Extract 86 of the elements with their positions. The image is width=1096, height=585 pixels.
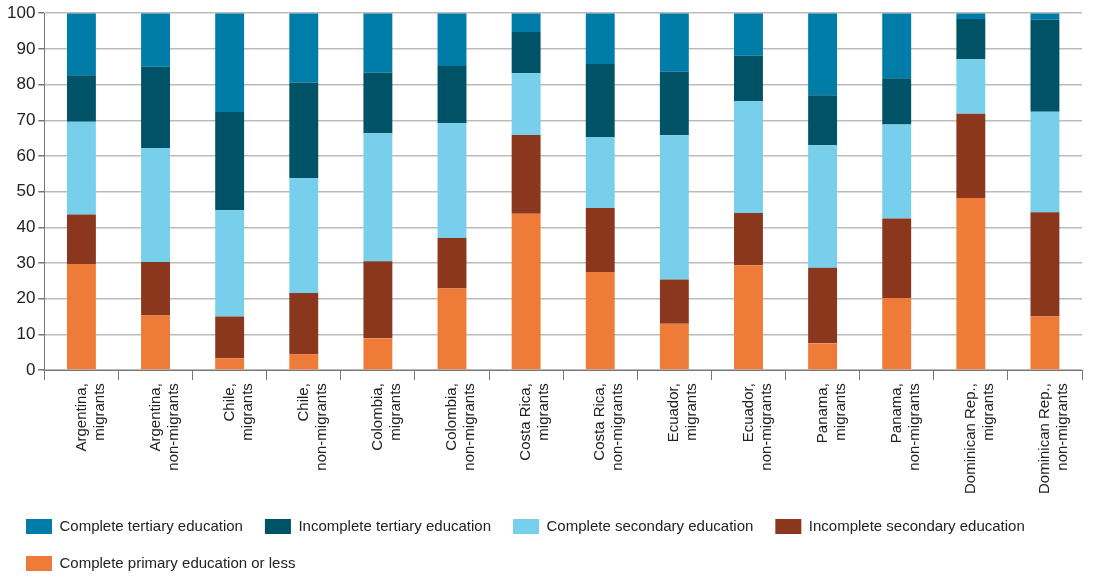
y-tick-label: 70	[16, 109, 36, 129]
y-tick-label: 40	[16, 217, 36, 237]
y-tick-label: 90	[16, 38, 36, 58]
bar	[882, 218, 912, 299]
bar	[585, 63, 615, 138]
y-tick-label: 10	[16, 324, 36, 344]
bar	[141, 261, 170, 316]
bar	[141, 148, 170, 262]
bar	[956, 59, 986, 114]
bar	[659, 323, 689, 370]
bar	[808, 95, 838, 146]
x-tick-label: Argentina, migrants	[71, 383, 107, 452]
y-tick-label: 80	[16, 74, 36, 94]
bar	[1030, 316, 1060, 370]
bar	[289, 13, 319, 83]
bar	[659, 13, 689, 72]
bar	[66, 264, 96, 370]
bar	[585, 208, 615, 272]
bar	[289, 178, 319, 294]
bar	[215, 316, 245, 359]
legend-label: Incomplete secondary education	[808, 516, 1025, 534]
bar	[437, 123, 467, 239]
bar	[215, 112, 245, 211]
bar	[808, 343, 838, 370]
bar	[956, 113, 986, 199]
bar	[66, 214, 96, 265]
bar	[363, 13, 393, 73]
bar	[734, 101, 763, 214]
bar	[215, 358, 245, 370]
bar	[659, 71, 689, 136]
legend-label: Complete primary education or less	[59, 553, 296, 571]
bar	[66, 75, 96, 122]
legend-label: Complete secondary education	[546, 516, 754, 534]
bar	[808, 145, 838, 268]
legend-label: Incomplete tertiary education	[298, 516, 492, 534]
bar	[437, 13, 467, 67]
bar	[956, 18, 986, 60]
bar	[882, 124, 912, 219]
bar	[289, 354, 319, 370]
bar	[215, 210, 245, 317]
bar	[585, 271, 615, 370]
bar	[437, 288, 467, 370]
bar	[363, 261, 393, 339]
y-tick-label: 30	[16, 252, 36, 272]
bar	[1030, 19, 1060, 112]
y-tick-label: 50	[16, 181, 36, 201]
bar	[363, 133, 393, 262]
bar	[734, 213, 763, 266]
bar	[585, 137, 615, 209]
bar	[734, 13, 763, 56]
bar	[66, 121, 96, 215]
bar	[141, 66, 170, 149]
y-tick-label: 0	[25, 359, 36, 379]
bar	[956, 198, 986, 370]
bar	[66, 13, 96, 76]
bar	[1030, 13, 1060, 20]
bar	[511, 73, 541, 135]
y-tick-label: 100	[6, 2, 36, 22]
bar	[808, 267, 838, 344]
bar	[363, 338, 393, 370]
bar	[808, 13, 838, 96]
bar	[215, 13, 245, 113]
bar	[511, 13, 541, 33]
bar	[141, 315, 170, 370]
bar	[289, 82, 319, 179]
bar	[882, 78, 912, 125]
y-tick-label: 20	[16, 288, 36, 308]
bar	[734, 265, 763, 370]
bar	[659, 279, 689, 324]
bar	[882, 13, 912, 79]
bar	[734, 55, 763, 101]
bar	[141, 13, 170, 67]
bar	[511, 32, 541, 74]
bar	[882, 298, 912, 370]
bar	[511, 213, 541, 370]
bar	[585, 13, 615, 64]
bar	[437, 238, 467, 289]
bar	[289, 293, 319, 355]
bar	[511, 134, 541, 214]
bar	[1030, 111, 1060, 213]
y-tick-label: 60	[16, 145, 36, 165]
bar	[437, 66, 467, 124]
bar	[659, 135, 689, 280]
bar	[1030, 212, 1060, 317]
legend-label: Complete tertiary education	[59, 516, 243, 534]
bar	[363, 72, 393, 134]
